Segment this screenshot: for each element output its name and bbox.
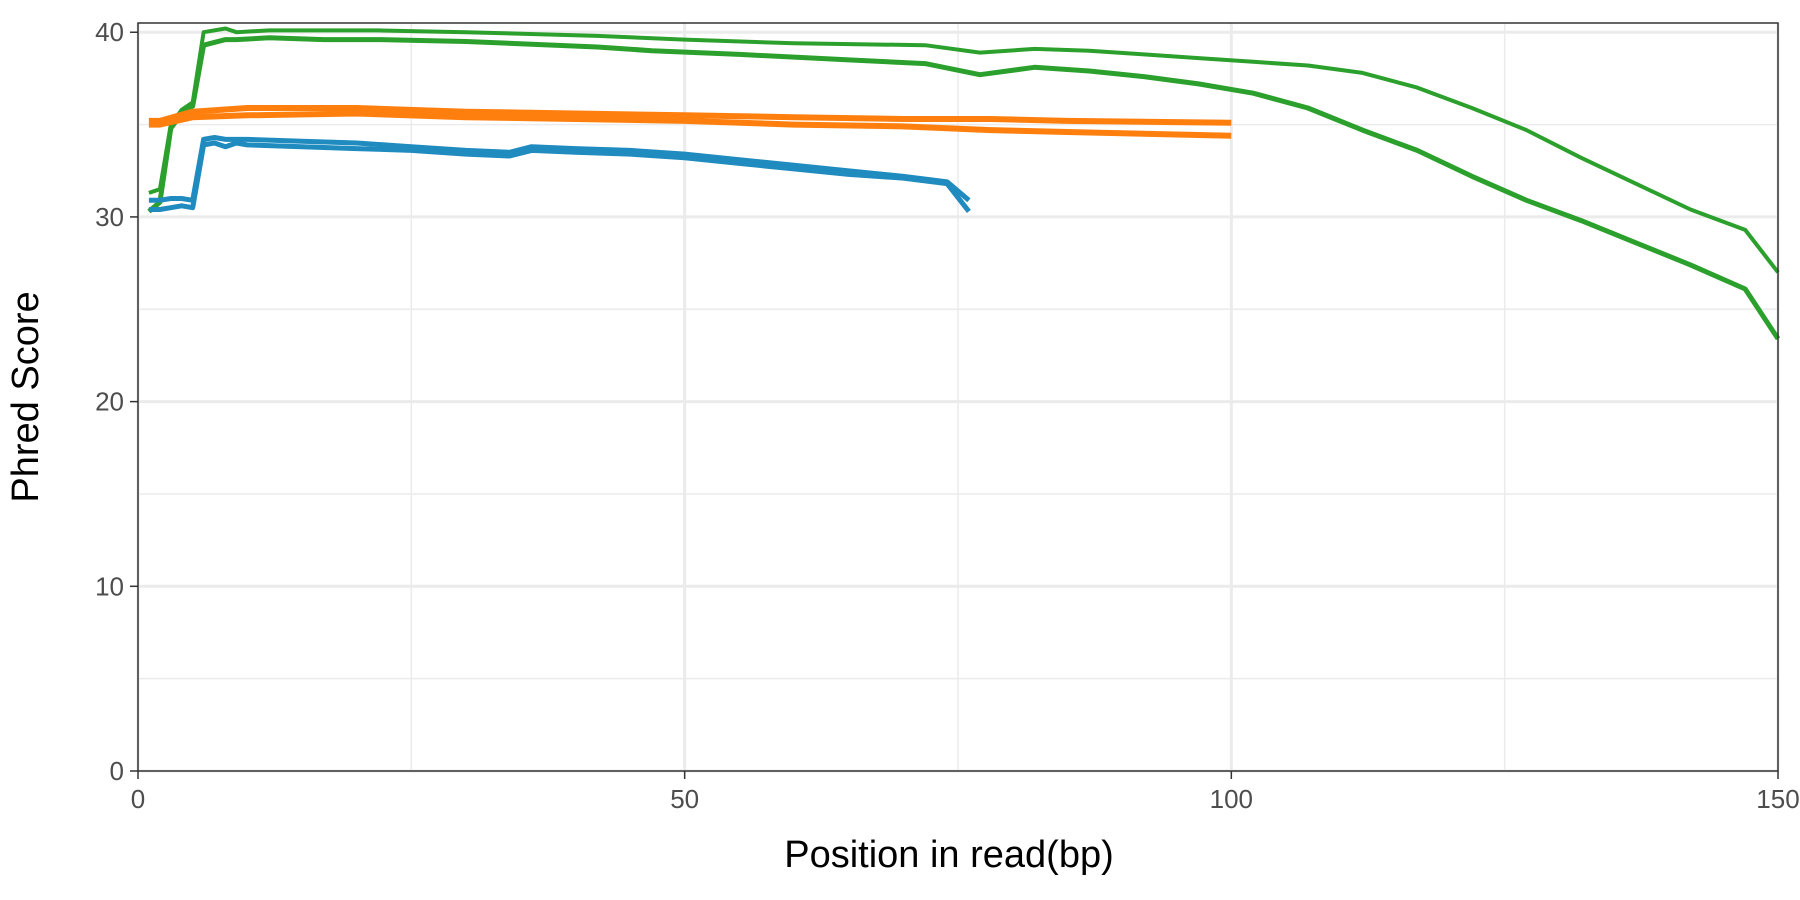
y-tick-label: 30 [95,202,124,232]
series-line-6 [148,140,971,213]
plot-panel-border [137,22,1779,772]
x-tick-label: 150 [1756,784,1799,814]
x-tick-labels: 0 50 100 150 [131,784,1800,814]
y-axis-title: Phred Score [5,291,47,502]
series-line-3 [148,105,1232,126]
y-tick-label: 20 [95,387,124,417]
y-tick-label: 10 [95,571,124,601]
series-line-2 [147,35,1781,341]
series-line-1 [148,26,1780,274]
y-tick-label: 40 [95,17,124,47]
x-tick-label: 0 [131,784,145,814]
x-axis-title: Position in read(bp) [784,834,1114,876]
minor-grid [138,23,1778,771]
series-line-4 [148,110,1232,139]
x-tick-label: 50 [670,784,699,814]
y-tick-label: 0 [110,756,124,786]
series-layer [147,26,1781,341]
x-tick-label: 100 [1210,784,1253,814]
axis-ticks [130,31,1779,779]
y-tick-labels: 0 10 20 30 40 [95,17,124,786]
